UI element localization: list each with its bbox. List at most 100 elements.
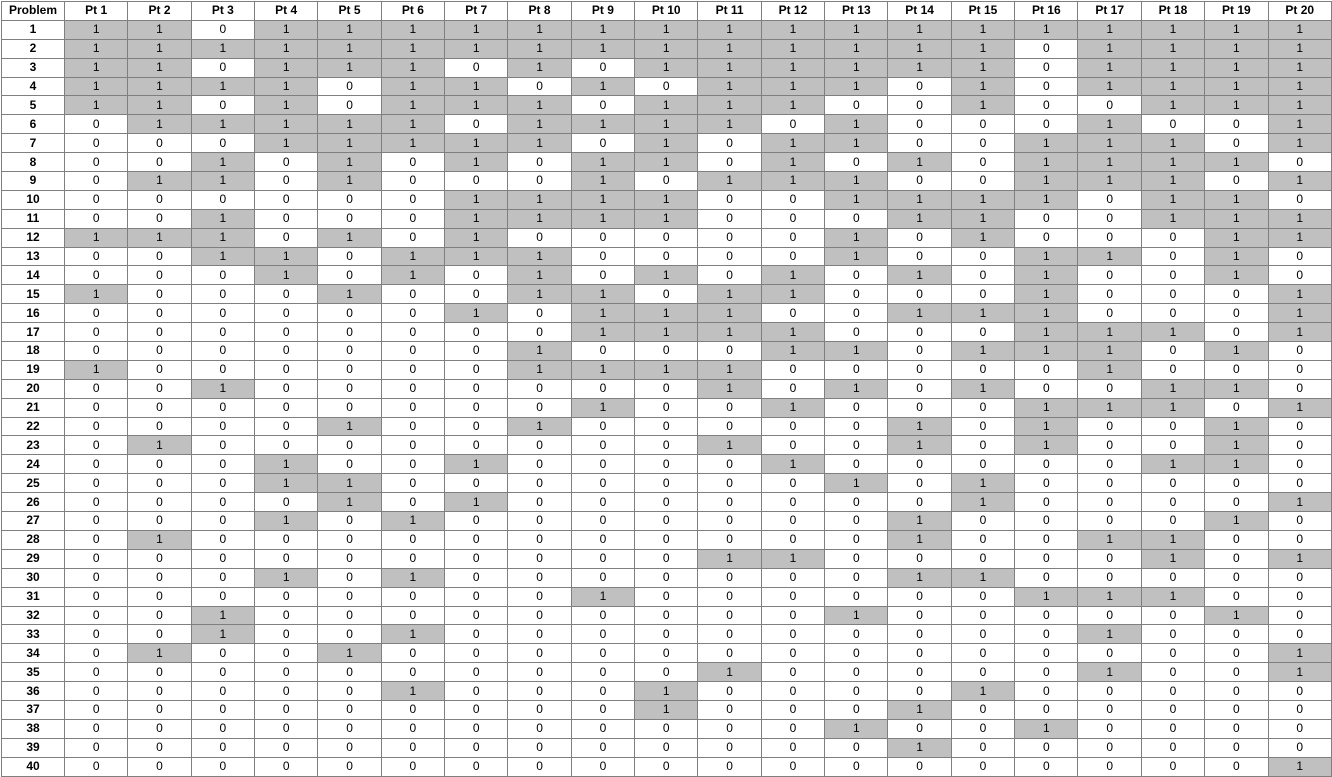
grid-cell: 0 xyxy=(1077,208,1142,229)
grid-cell: 0 xyxy=(254,284,319,305)
grid-cell: 0 xyxy=(63,548,129,569)
grid-cell: 1 xyxy=(887,152,952,173)
grid-cell: 0 xyxy=(760,624,826,645)
row-header: 19 xyxy=(1,359,65,380)
grid-cell: 0 xyxy=(380,284,446,305)
grid-cell: 0 xyxy=(1077,718,1142,739)
grid-cell: 1 xyxy=(887,529,952,550)
grid-cell: 0 xyxy=(634,605,699,626)
grid-cell: 0 xyxy=(824,756,889,777)
grid-cell: 0 xyxy=(380,435,446,456)
grid-cell: 0 xyxy=(634,624,699,645)
grid-cell: 1 xyxy=(254,57,319,78)
grid-cell: 1 xyxy=(634,189,699,210)
grid-cell: 0 xyxy=(887,492,952,513)
row-header: 17 xyxy=(1,322,65,343)
grid-cell: 1 xyxy=(570,359,636,380)
grid-cell: 0 xyxy=(63,492,129,513)
grid-cell: 1 xyxy=(190,378,256,399)
grid-cell: 1 xyxy=(697,95,762,116)
grid-cell: 1 xyxy=(1077,341,1142,361)
grid-cell: 1 xyxy=(380,76,446,97)
grid-cell: 0 xyxy=(444,699,509,720)
grid-cell: 0 xyxy=(570,378,636,399)
grid-cell: 0 xyxy=(1014,643,1079,664)
grid-cell: 1 xyxy=(507,416,572,437)
grid-cell: 0 xyxy=(950,586,1016,607)
grid-cell: 1 xyxy=(1140,38,1206,59)
grid-cell: 1 xyxy=(1077,57,1142,78)
grid-cell: 0 xyxy=(570,492,636,513)
grid-cell: 1 xyxy=(1014,586,1079,607)
grid-cell: 0 xyxy=(887,586,952,607)
grid-cell: 0 xyxy=(1140,567,1206,588)
grid-cell: 0 xyxy=(380,189,446,210)
grid-cell: 1 xyxy=(1077,76,1142,97)
grid-cell: 0 xyxy=(887,718,952,739)
grid-cell: 0 xyxy=(63,114,129,135)
grid-cell: 1 xyxy=(697,19,762,40)
grid-cell: 0 xyxy=(1204,548,1269,569)
grid-cell: 1 xyxy=(380,95,446,116)
grid-cell: 0 xyxy=(63,341,129,361)
row-header: 23 xyxy=(1,435,65,456)
grid-cell: 1 xyxy=(63,76,129,97)
grid-cell: 1 xyxy=(634,699,699,720)
grid-cell: 0 xyxy=(950,265,1016,286)
grid-cell: 0 xyxy=(570,529,636,550)
grid-cell: 1 xyxy=(760,76,826,97)
grid-cell: 0 xyxy=(697,699,762,720)
grid-cell: 0 xyxy=(444,341,509,361)
column-header: Pt 18 xyxy=(1140,1,1206,21)
grid-cell: 1 xyxy=(697,76,762,97)
grid-cell: 0 xyxy=(1014,359,1079,380)
grid-cell: 0 xyxy=(444,586,509,607)
grid-cell: 0 xyxy=(507,322,572,343)
grid-cell: 1 xyxy=(1014,152,1079,173)
row-header: 24 xyxy=(1,454,65,475)
grid-cell: 0 xyxy=(380,378,446,399)
grid-cell: 0 xyxy=(1267,586,1332,607)
grid-cell: 1 xyxy=(950,208,1016,229)
grid-cell: 0 xyxy=(950,416,1016,437)
grid-cell: 0 xyxy=(824,662,889,683)
grid-cell: 0 xyxy=(570,246,636,267)
grid-cell: 0 xyxy=(317,95,382,116)
grid-cell: 1 xyxy=(697,171,762,191)
grid-cell: 0 xyxy=(507,378,572,399)
table-row: 39 0 0 0 0 0 0 0 0 0 0 0 0 0 1 0 0 0 0 0 0 xyxy=(1,737,1332,758)
grid-cell: 0 xyxy=(1267,189,1332,210)
grid-cell: 1 xyxy=(570,586,636,607)
table-row: 17 0 0 0 0 0 0 0 0 1 1 1 1 0 0 0 1 1 1 0 1 xyxy=(1,322,1332,343)
grid-cell: 1 xyxy=(1267,303,1332,324)
grid-cell: 1 xyxy=(950,378,1016,399)
grid-cell: 1 xyxy=(697,435,762,456)
grid-cell: 0 xyxy=(824,95,889,116)
grid-cell: 0 xyxy=(190,586,256,607)
grid-cell: 1 xyxy=(444,152,509,173)
grid-cell: 0 xyxy=(697,189,762,210)
grid-cell: 0 xyxy=(1267,454,1332,475)
grid-cell: 0 xyxy=(634,284,699,305)
grid-cell: 0 xyxy=(950,454,1016,475)
column-header: Pt 13 xyxy=(824,1,889,21)
table-row: 31 0 0 0 0 0 0 0 0 1 0 0 0 0 0 0 1 1 1 0 0 xyxy=(1,586,1332,607)
grid-cell: 1 xyxy=(1267,171,1332,191)
grid-cell: 0 xyxy=(380,359,446,380)
grid-cell: 0 xyxy=(254,322,319,343)
grid-cell: 0 xyxy=(190,416,256,437)
grid-cell: 0 xyxy=(697,227,762,248)
grid-cell: 1 xyxy=(570,76,636,97)
grid-cell: 0 xyxy=(570,341,636,361)
grid-cell: 1 xyxy=(634,114,699,135)
grid-cell: 0 xyxy=(507,435,572,456)
table-row: 30 0 0 0 1 0 1 0 0 0 0 0 0 0 1 1 0 0 0 0 0 xyxy=(1,567,1332,588)
grid-cell: 0 xyxy=(634,662,699,683)
table-row: 27 0 0 0 1 0 1 0 0 0 0 0 0 0 1 0 0 0 0 1 0 xyxy=(1,511,1332,531)
grid-cell: 1 xyxy=(444,208,509,229)
column-header: Pt 16 xyxy=(1014,1,1079,21)
grid-cell: 1 xyxy=(887,511,952,531)
grid-cell: 1 xyxy=(887,265,952,286)
grid-cell: 1 xyxy=(444,492,509,513)
grid-cell: 0 xyxy=(444,737,509,758)
